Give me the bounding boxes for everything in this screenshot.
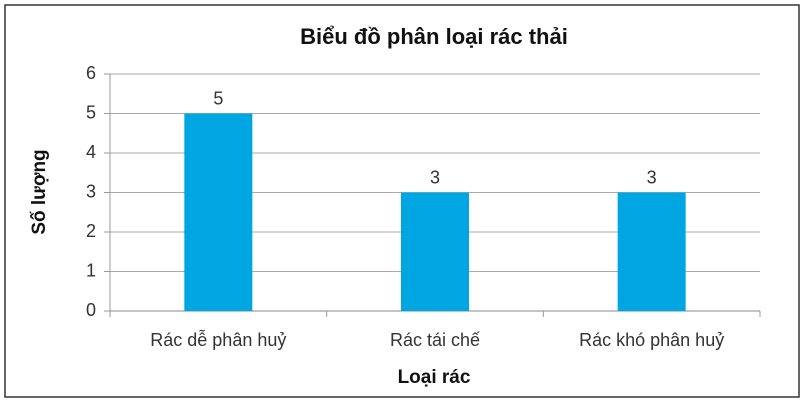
y-tick-label: 4 (86, 142, 96, 162)
y-tick-label: 5 (86, 102, 96, 122)
y-axis-title: Số lượng (29, 149, 50, 234)
chart-title: Biểu đồ phân loại rác thải (300, 24, 568, 49)
bar (617, 192, 686, 311)
y-tick-label: 1 (86, 260, 96, 280)
bar (184, 113, 253, 311)
data-label: 3 (430, 167, 440, 187)
data-label: 5 (213, 88, 223, 108)
x-tick-label: Rác dễ phân huỷ (150, 329, 286, 350)
y-tick-label: 2 (86, 221, 96, 241)
x-tick-label: Rác khó phân huỷ (579, 330, 724, 350)
data-label: 3 (647, 167, 657, 187)
y-tick-label: 0 (86, 300, 96, 320)
x-tick-label: Rác tái chế (390, 330, 480, 350)
y-tick-label: 6 (86, 63, 96, 83)
bar (401, 192, 469, 311)
x-axis-title: Loại rác (398, 367, 471, 388)
y-tick-label: 3 (86, 181, 96, 201)
